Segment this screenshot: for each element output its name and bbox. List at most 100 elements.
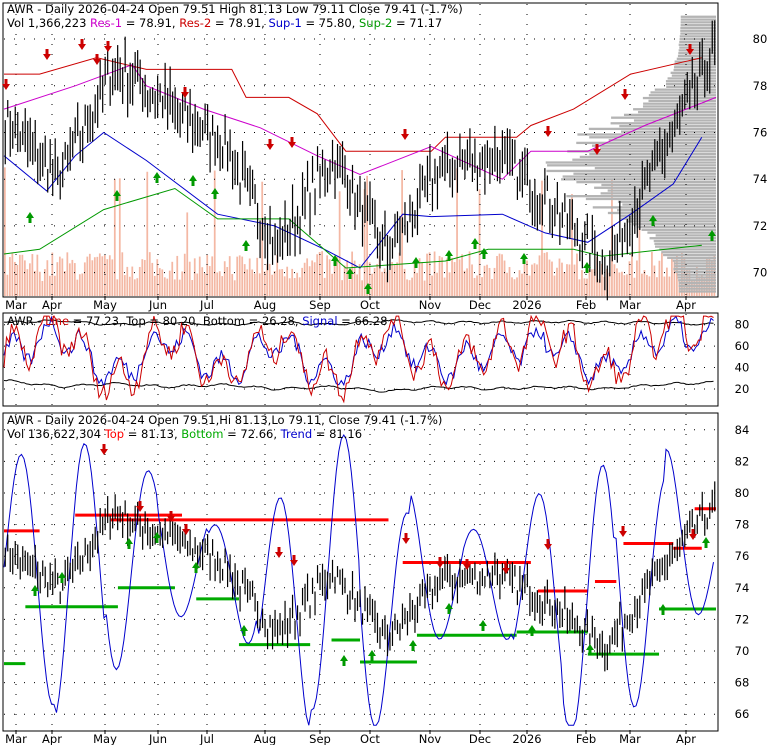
volume-bar	[616, 268, 618, 296]
resistance-arrow	[621, 89, 629, 100]
volume-bar	[156, 259, 159, 296]
profile-bar	[680, 26, 716, 30]
volume-bar	[313, 262, 316, 296]
bottom-arrow	[153, 532, 161, 543]
resistance-arrow	[43, 49, 51, 60]
top-arrow	[100, 444, 108, 455]
volume-bar	[408, 280, 411, 296]
y-tick-label: 80	[753, 32, 768, 46]
bottom-arrow	[528, 625, 536, 636]
volume-bar	[456, 168, 458, 296]
volume-bar	[633, 277, 636, 296]
profile-bar	[600, 147, 716, 150]
volume-bar	[213, 170, 216, 296]
volume-bar	[671, 257, 673, 296]
sup-2-line	[3, 187, 702, 269]
volume-bar	[151, 262, 154, 296]
volume-bar	[576, 253, 578, 296]
y-tick-label: 78	[753, 79, 768, 93]
profile-bar	[545, 161, 716, 164]
volume-bar	[86, 256, 89, 296]
x-tick-label: Mar	[5, 298, 27, 312]
top-arrow	[275, 547, 283, 558]
volume-bar	[361, 280, 363, 296]
volume-bar	[398, 252, 401, 296]
x-tick-label: Feb	[576, 298, 596, 312]
volume-bar	[126, 266, 129, 296]
volume-bar	[268, 263, 271, 296]
volume-bar	[316, 254, 319, 296]
stochastic-header: AWR - Line = 77.23, Top = 80.20, Bottom …	[7, 314, 387, 328]
volume-bar	[46, 260, 49, 296]
volume-bar	[393, 264, 396, 296]
profile-bar	[547, 164, 716, 167]
trend-curve	[3, 434, 714, 726]
resistance-arrow	[2, 79, 10, 90]
x-tick-label: 2026	[512, 298, 541, 312]
volume-bar	[591, 269, 593, 296]
profile-bar	[679, 46, 716, 49]
profile-bar	[679, 35, 716, 38]
volume-bar	[306, 258, 309, 296]
volume-bar	[98, 253, 101, 296]
support-arrow	[26, 212, 34, 223]
volume-bar	[543, 252, 546, 296]
support-arrow	[520, 253, 528, 264]
support-arrow	[412, 257, 420, 268]
profile-bar	[666, 85, 716, 88]
volume-bar	[38, 271, 41, 296]
volume-bar	[21, 254, 24, 296]
volume-bar	[608, 272, 611, 296]
profile-bar	[585, 197, 716, 201]
profile-bar	[654, 242, 716, 245]
top-arrow	[290, 555, 298, 566]
volume-bar	[91, 260, 94, 296]
volume-bar	[271, 274, 274, 296]
support-arrow	[445, 250, 453, 261]
volume-bar	[318, 251, 321, 296]
volume-bar	[453, 262, 456, 296]
volume-bar	[436, 272, 438, 296]
volume-bar	[241, 256, 244, 296]
volume-bar	[371, 273, 373, 296]
volume-bar	[471, 264, 473, 296]
profile-bar	[680, 24, 716, 27]
bottom-arrow	[586, 644, 594, 655]
profile-bar	[674, 66, 716, 69]
y-tick-label: 68	[735, 676, 750, 690]
profile-bar	[620, 217, 716, 220]
stoch-top-line	[3, 319, 714, 327]
volume-bar	[108, 255, 111, 296]
volume-bar	[368, 262, 371, 296]
volume-bar	[561, 262, 563, 296]
volume-bar	[478, 189, 481, 296]
volume-bar	[651, 251, 653, 296]
y-tick-label: 60	[735, 339, 750, 353]
x-tick-label: May	[93, 298, 117, 312]
volume-bar	[653, 265, 656, 296]
volume-bar	[416, 272, 418, 296]
volume-bar	[331, 273, 334, 296]
volume-bar	[308, 266, 311, 296]
volume-bar	[146, 171, 149, 296]
volume-bar	[483, 265, 486, 296]
volume-bar	[76, 279, 79, 296]
volume-bar	[496, 256, 498, 296]
volume-bar	[276, 254, 279, 296]
volume-bar	[13, 261, 16, 296]
trend-panel: AWR - Daily 2026-04-24 Open 79.51,Hi 81.…	[2, 412, 750, 745]
profile-bar	[674, 270, 716, 274]
stochastic-lines	[3, 314, 714, 404]
volume-bar	[73, 263, 76, 296]
volume-bar	[301, 267, 304, 296]
volume-bar	[208, 266, 211, 296]
y-tick-label: 70	[735, 644, 750, 658]
profile-bar	[620, 214, 716, 217]
support-arrow	[331, 255, 339, 266]
volume-bar	[48, 275, 51, 296]
profile-bar	[589, 136, 716, 139]
volume-bar	[353, 260, 356, 296]
stoch-bottom-line	[3, 379, 714, 393]
volume-bar	[451, 257, 453, 296]
volume-bar	[218, 271, 221, 296]
